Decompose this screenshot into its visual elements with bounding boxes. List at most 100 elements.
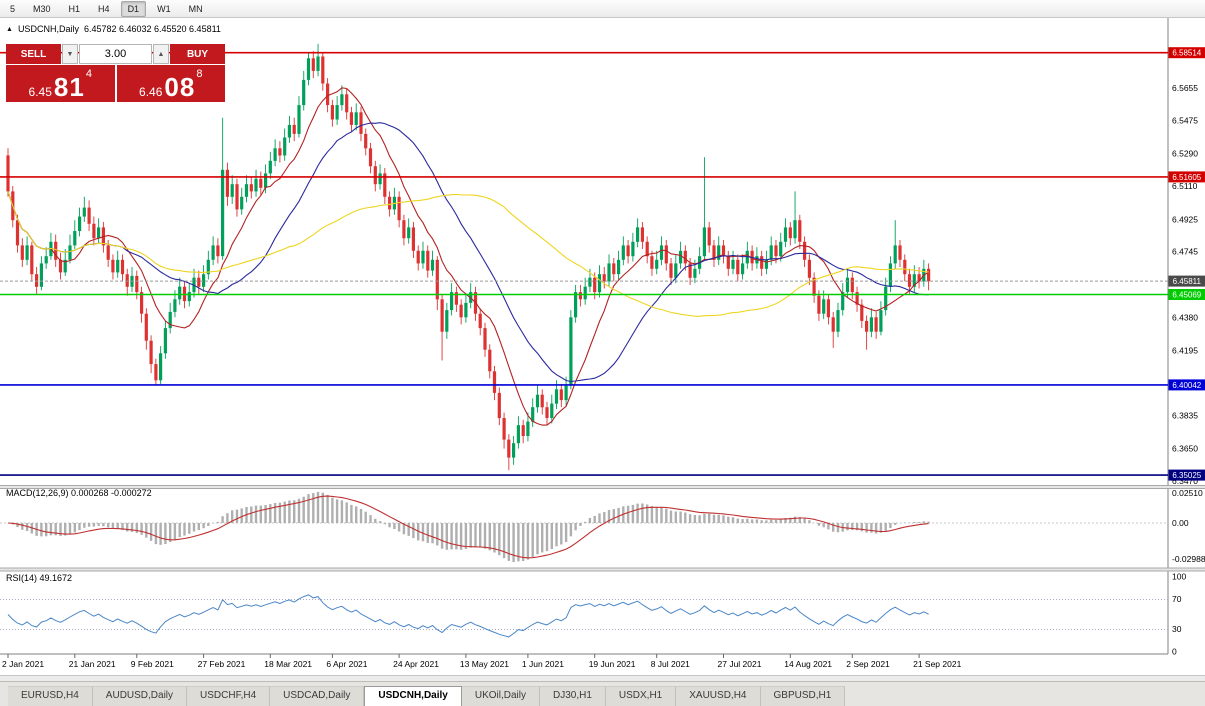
x-axis-label: 2 Sep 2021 bbox=[846, 659, 890, 669]
candle-body bbox=[154, 364, 158, 381]
candle-body bbox=[492, 371, 497, 393]
candle-body bbox=[397, 196, 401, 221]
sell-price-display[interactable]: 6.45 81 4 bbox=[6, 65, 115, 102]
candle-body bbox=[302, 79, 306, 106]
y-axis-label: 6.4925 bbox=[1172, 214, 1198, 224]
candle-body bbox=[411, 227, 415, 251]
candle-body bbox=[125, 274, 129, 287]
candle-body bbox=[340, 94, 344, 106]
candle-body bbox=[459, 304, 463, 318]
rsi-line bbox=[7, 594, 929, 638]
tab-usdx-h1[interactable]: USDX,H1 bbox=[605, 686, 677, 706]
buy-price-display[interactable]: 6.46 08 8 bbox=[116, 65, 225, 102]
candle-body bbox=[373, 166, 377, 185]
candle-body bbox=[731, 259, 735, 269]
buy-button[interactable]: BUY bbox=[170, 44, 225, 64]
candle-body bbox=[25, 245, 29, 260]
x-axis-label: 18 Mar 2021 bbox=[264, 659, 312, 669]
candle-body bbox=[73, 231, 77, 246]
tab-ukoil-daily[interactable]: UKOil,Daily bbox=[461, 686, 540, 706]
timeframe-button-m5[interactable]: 5 bbox=[10, 3, 16, 14]
candle-body bbox=[693, 268, 697, 278]
y-axis-label: 6.3470 bbox=[1172, 476, 1198, 486]
volume-up-stepper[interactable]: ▲ bbox=[153, 44, 169, 64]
candle-body bbox=[283, 137, 287, 156]
candle-body bbox=[807, 259, 811, 278]
candle-body bbox=[359, 112, 363, 134]
candle-body bbox=[264, 173, 268, 188]
candle-body bbox=[783, 227, 788, 242]
candle-body bbox=[717, 245, 721, 260]
candle-body bbox=[869, 317, 873, 332]
one-click-toggle-icon[interactable]: ▲ bbox=[6, 25, 13, 33]
candle-body bbox=[202, 274, 206, 287]
macd-axis-label: 0.00 bbox=[1172, 518, 1189, 528]
candle-body bbox=[311, 58, 315, 71]
candle-body bbox=[812, 277, 816, 296]
candle-body bbox=[407, 227, 411, 239]
sell-price-digits: 81 bbox=[53, 72, 85, 102]
volume-input[interactable]: 3.00 bbox=[79, 44, 152, 64]
candle-body bbox=[368, 148, 373, 167]
candle-body bbox=[82, 207, 86, 217]
candle-body bbox=[168, 311, 172, 329]
candle-body bbox=[206, 259, 210, 275]
x-axis-label: 9 Feb 2021 bbox=[131, 659, 174, 669]
tab-usdcad-daily[interactable]: USDCAD,Daily bbox=[270, 686, 365, 706]
candle-body bbox=[330, 105, 334, 120]
tab-xauusd-h4[interactable]: XAUUSD,H4 bbox=[676, 686, 761, 706]
order-type-dropdown[interactable]: ▼ bbox=[62, 44, 78, 64]
timeframe-button-mn[interactable]: MN bbox=[188, 3, 203, 14]
candle-body bbox=[235, 184, 239, 210]
candle-body bbox=[383, 173, 387, 197]
candle-body bbox=[440, 299, 444, 332]
candle-body bbox=[478, 313, 482, 329]
timeframe-button-h1[interactable]: H1 bbox=[68, 3, 81, 14]
candle-body bbox=[535, 394, 540, 408]
sell-button[interactable]: SELL bbox=[6, 44, 61, 64]
candle-body bbox=[211, 245, 215, 260]
candle-body bbox=[650, 256, 654, 269]
timeframe-button-h4[interactable]: H4 bbox=[98, 3, 110, 14]
x-axis-label: 6 Apr 2021 bbox=[326, 659, 367, 669]
timeframe-button-m30[interactable]: M30 bbox=[33, 3, 51, 14]
tab-usdcnh-daily[interactable]: USDCNH,Daily bbox=[364, 686, 462, 706]
candle-body bbox=[721, 245, 726, 257]
candle-body bbox=[907, 274, 912, 287]
candle-body bbox=[702, 227, 706, 257]
timeframe-button-d1[interactable]: D1 bbox=[120, 0, 147, 17]
candle-body bbox=[683, 250, 687, 264]
x-axis-label: 24 Apr 2021 bbox=[393, 659, 439, 669]
candle-body bbox=[106, 245, 110, 260]
chart-canvas[interactable]: 6.5655 6.5475 6.5290 6.5110 6.4925 6.4745 6.43… bbox=[0, 18, 1205, 675]
rsi-axis-label: 100 bbox=[1172, 572, 1186, 582]
candle-body bbox=[92, 223, 96, 239]
buy-price-prefix: 6.46 bbox=[139, 85, 163, 99]
candle-body bbox=[349, 112, 353, 125]
moving-average-line-60 bbox=[7, 191, 929, 317]
tab-dj30-h1[interactable]: DJ30,H1 bbox=[539, 686, 606, 706]
chart-ohlc-values: 6.45782 6.46032 6.45520 6.45811 bbox=[83, 24, 221, 34]
candle-body bbox=[454, 292, 458, 305]
timeframe-button-w1[interactable]: W1 bbox=[157, 3, 171, 14]
candle-body bbox=[888, 263, 892, 287]
tab-gbpusd-h1[interactable]: GBPUSD,H1 bbox=[760, 686, 846, 706]
candle-body bbox=[602, 274, 606, 282]
candle-body bbox=[120, 259, 125, 275]
candle-body bbox=[240, 196, 244, 210]
tab-audusd-daily[interactable]: AUDUSD,Daily bbox=[92, 686, 188, 706]
candle-body bbox=[597, 274, 602, 293]
y-axis-label: 6.5655 bbox=[1172, 83, 1198, 93]
candle-body bbox=[502, 418, 506, 440]
candle-body bbox=[903, 259, 907, 275]
candle-body bbox=[764, 259, 768, 269]
tab-usdchf-h4[interactable]: USDCHF,H4 bbox=[187, 686, 271, 706]
tab-eurusd-h4[interactable]: EURUSD,H4 bbox=[8, 686, 93, 706]
candle-body bbox=[574, 292, 578, 318]
price-tag-label: 6.35025 bbox=[1172, 471, 1201, 480]
candle-body bbox=[774, 245, 778, 257]
candle-body bbox=[173, 299, 177, 312]
candle-body bbox=[745, 250, 749, 264]
candle-body bbox=[860, 304, 864, 321]
chart-area: 6.5655 6.5475 6.5290 6.5110 6.4925 6.4745 6.43… bbox=[0, 18, 1205, 675]
